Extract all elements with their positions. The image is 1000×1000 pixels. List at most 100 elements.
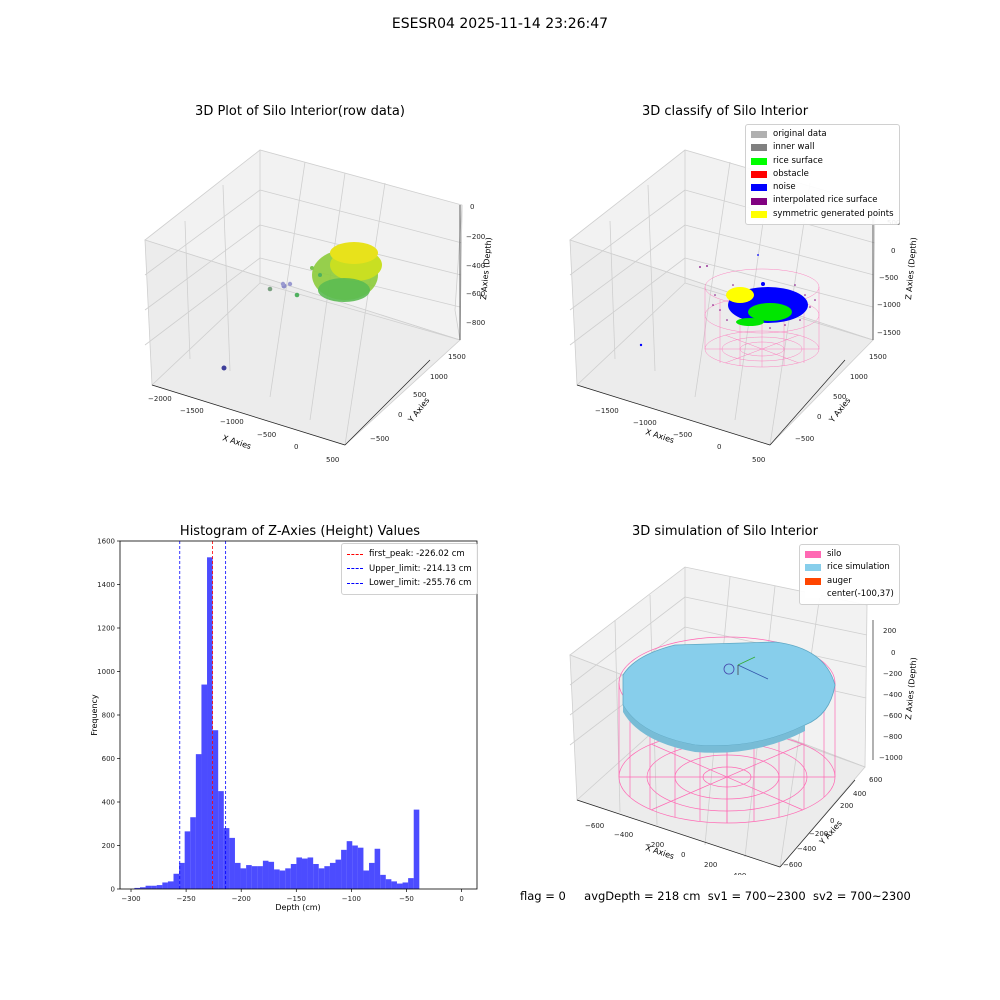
- raw-xtick: −500: [257, 431, 276, 439]
- classify-ztick: −1500: [877, 329, 901, 337]
- legend-entry: center(-100,37): [805, 588, 894, 601]
- classify-ztick: 0: [891, 247, 895, 255]
- histogram-xtick-label: −250: [176, 895, 195, 903]
- classify-ytick: 0: [817, 413, 821, 421]
- histogram-bar: [380, 874, 386, 889]
- histogram-bar: [246, 865, 252, 889]
- simulation-ztick: −800: [883, 733, 902, 741]
- histogram-xtick-label: 0: [459, 895, 463, 903]
- histogram-x-label: Depth (cm): [275, 903, 320, 912]
- histogram-xtick-label: −200: [232, 895, 251, 903]
- histogram-bar: [363, 870, 370, 889]
- histogram-bar: [162, 882, 168, 889]
- classify-x-ticks: −1500 −1000 −500 0 500: [595, 407, 765, 464]
- classify-interpolated-dots: [712, 284, 816, 329]
- histogram-ytick-label: 400: [102, 799, 115, 807]
- raw-ztick: 0: [470, 203, 474, 211]
- raw-x-ticks: −2000 −1500 −1000 −500 0 500: [148, 395, 339, 464]
- classify-z-label: Z Axies (Depth): [904, 237, 918, 300]
- raw-z-ticks: 0 −200 −400 −600 −800: [466, 203, 485, 327]
- raw-panel-title: 3D Plot of Silo Interior(row data): [195, 104, 405, 119]
- histogram-bar: [301, 858, 308, 889]
- legend-swatch: [751, 171, 767, 179]
- legend-entry: silo: [805, 548, 894, 561]
- raw-y-label: Y Axies: [406, 396, 432, 425]
- simulation-xtick: −600: [585, 822, 604, 830]
- simulation-xtick: −400: [614, 831, 633, 839]
- histogram-bar: [268, 861, 275, 889]
- raw-ytick: 1500: [448, 353, 466, 361]
- legend-swatch: [751, 184, 767, 192]
- histogram-bar: [290, 863, 297, 889]
- histogram-ytick-label: 1600: [97, 538, 115, 546]
- raw-ytick: 500: [413, 391, 426, 399]
- legend-entry: auger: [805, 575, 894, 588]
- histogram-bar: [374, 848, 381, 889]
- simulation-ztick: 200: [883, 627, 896, 635]
- classify-xtick: 0: [717, 443, 721, 451]
- histogram-xtick-label: −150: [287, 895, 306, 903]
- histogram-bar: [223, 828, 230, 889]
- sv1-text: sv1 = 700~2300: [707, 889, 806, 903]
- histogram-bar: [274, 869, 280, 889]
- histogram-bar: [335, 859, 342, 889]
- histogram-ytick-label: 1200: [97, 625, 115, 633]
- status-footer: flag = 0 avgDepth = 218 cm sv1 = 700~230…: [520, 889, 911, 903]
- histogram-bar: [307, 857, 314, 889]
- raw-ztick: −400: [466, 262, 485, 270]
- simulation-xtick: 400: [733, 872, 746, 875]
- histogram-bar: [240, 868, 247, 889]
- histogram-bar: [346, 841, 353, 889]
- simulation-ztick: 0: [891, 649, 895, 657]
- legend-entry: noise: [751, 181, 894, 194]
- legend-line: [347, 553, 363, 555]
- simulation-ytick: 400: [853, 790, 866, 798]
- histogram-bar: [173, 873, 180, 889]
- histogram-bar: [369, 862, 375, 889]
- histogram-ytick-label: 800: [102, 712, 115, 720]
- histogram-bar: [201, 684, 208, 889]
- histogram-bar: [212, 730, 219, 889]
- classify-ytick: −500: [795, 435, 814, 443]
- histogram-bar: [218, 791, 224, 889]
- simulation-panel-title: 3D simulation of Silo Interior: [632, 524, 818, 539]
- simulation-ztick: −200: [883, 670, 902, 678]
- raw-3d-plot: −2000 −1500 −1000 −500 0 500 −500 0 500 …: [144, 149, 493, 464]
- classify-ytick: 1500: [869, 353, 887, 361]
- classify-ytick: 1000: [850, 373, 868, 381]
- histogram-bar: [262, 860, 269, 889]
- histogram-bar: [151, 885, 157, 889]
- raw-ytick: −500: [370, 435, 389, 443]
- classify-legend: original data inner wall rice surface ob…: [745, 124, 900, 226]
- raw-point-cloud: [221, 242, 382, 371]
- histogram-ytick-label: 200: [102, 842, 115, 850]
- histogram-bar: [391, 881, 397, 889]
- legend-entry: original data: [751, 128, 894, 141]
- simulation-x-ticks: −600 −400 −200 0 200 400: [585, 822, 746, 875]
- histogram-bar: [385, 879, 392, 889]
- histogram-xtick-label: −100: [342, 895, 361, 903]
- classify-ztick: −500: [879, 274, 898, 282]
- histogram-bar: [257, 866, 263, 889]
- legend-swatch: [805, 564, 821, 572]
- histogram-ytick-label: 0: [111, 886, 115, 894]
- histogram-bar: [285, 868, 291, 889]
- legend-entry: interpolated rice surface: [751, 194, 894, 207]
- histogram-bar: [402, 882, 409, 889]
- histogram-bar: [318, 868, 325, 889]
- legend-entry: first_peak: -226.02 cm: [347, 547, 472, 562]
- legend-swatch: [751, 144, 767, 152]
- legend-entry: rice simulation: [805, 561, 894, 574]
- raw-xtick: −2000: [148, 395, 172, 403]
- histogram-bar: [324, 866, 330, 889]
- histogram-bar: [139, 887, 146, 889]
- legend-entry: inner wall: [751, 141, 894, 154]
- histogram-bar: [329, 862, 336, 889]
- figure-title: ESESR04 2025-11-14 23:26:47: [391, 16, 609, 32]
- legend-swatch: [805, 577, 821, 585]
- legend-entry: rice surface: [751, 155, 894, 168]
- avg-depth-text: avgDepth = 218 cm: [584, 889, 701, 903]
- simulation-xtick: −200: [645, 841, 664, 849]
- simulation-z-label: Z Axies (Depth): [904, 657, 918, 720]
- classify-x-label: X Axies: [644, 427, 675, 445]
